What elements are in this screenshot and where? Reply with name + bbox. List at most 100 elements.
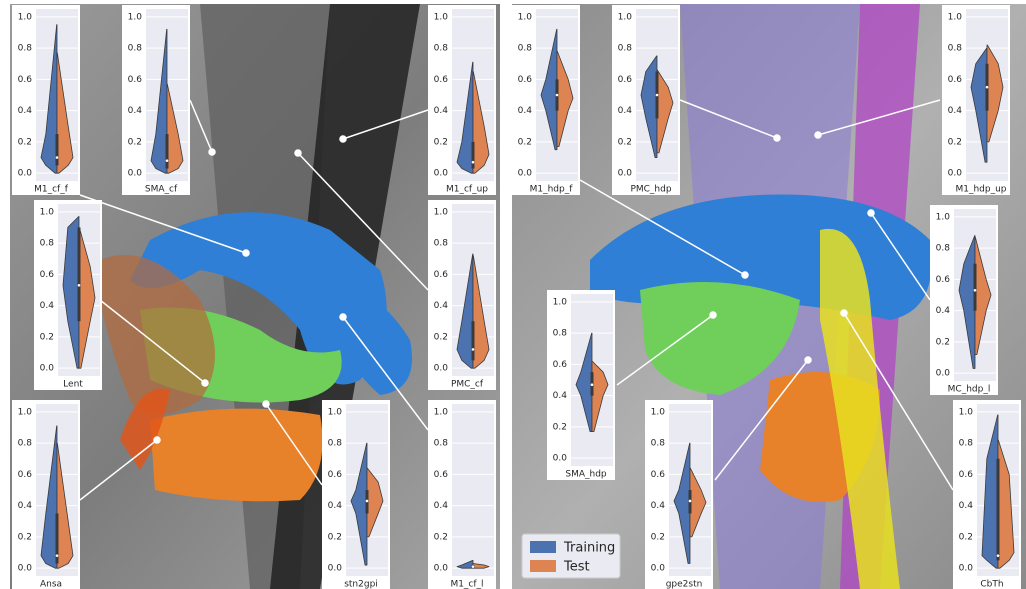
y-tick-label: 0.6: [618, 75, 633, 85]
y-tick-label: 0.2: [651, 532, 665, 542]
y-tick-label: 1.0: [434, 12, 449, 22]
y-tick-label: 0.0: [434, 364, 449, 374]
y-tick-label: 0.4: [936, 306, 951, 316]
y-tick-label: 1.0: [434, 207, 449, 217]
x-axis-label: CbTh: [980, 580, 1003, 589]
x-axis-label: SMA_hdp: [565, 470, 607, 480]
median-dot: [997, 554, 1000, 557]
y-tick-label: 0.2: [936, 337, 950, 347]
y-tick-label: 1.0: [651, 407, 666, 417]
y-tick-label: 0.6: [328, 470, 343, 480]
y-tick-label: 0.2: [553, 422, 567, 432]
plot-area: [452, 404, 494, 576]
y-tick-label: 0.4: [18, 106, 33, 116]
y-tick-label: 1.0: [328, 407, 343, 417]
y-tick-label: 0.8: [651, 439, 666, 449]
y-tick-label: 0.0: [328, 564, 343, 574]
median-dot: [591, 383, 594, 386]
y-tick-label: 0.0: [18, 564, 33, 574]
violin-inset: 0.00.20.40.60.81.0PMC_cf: [428, 200, 496, 390]
y-tick-label: 0.0: [18, 169, 33, 179]
y-tick-label: 0.2: [18, 532, 32, 542]
y-tick-label: 1.0: [518, 12, 533, 22]
y-tick-label: 1.0: [948, 12, 963, 22]
legend-swatch: [530, 541, 556, 553]
x-axis-label: M1_hdp_up: [955, 185, 1006, 195]
y-tick-label: 0.8: [40, 239, 55, 249]
y-tick-label: 0.4: [959, 501, 974, 511]
y-tick-label: 1.0: [18, 407, 33, 417]
y-tick-label: 0.2: [40, 332, 54, 342]
x-axis-label: M1_cf_up: [446, 185, 488, 195]
median-dot: [689, 500, 692, 503]
y-tick-label: 0.6: [651, 470, 666, 480]
y-tick-label: 1.0: [40, 207, 55, 217]
y-tick-label: 0.6: [18, 470, 33, 480]
y-tick-label: 0.2: [434, 332, 448, 342]
legend-label: Test: [563, 560, 590, 575]
y-tick-label: 0.0: [959, 564, 974, 574]
x-axis-label: SMA_cf: [145, 185, 178, 195]
y-tick-label: 0.8: [553, 329, 568, 339]
y-tick-label: 0.6: [518, 75, 533, 85]
y-tick-label: 1.0: [959, 407, 974, 417]
y-tick-label: 0.0: [128, 169, 143, 179]
y-tick-label: 0.2: [618, 137, 632, 147]
violin-inset: 0.00.20.40.60.81.0MC_hdp_l: [930, 205, 998, 395]
y-tick-label: 1.0: [936, 212, 951, 222]
y-tick-label: 0.8: [434, 439, 449, 449]
y-tick-label: 0.6: [128, 75, 143, 85]
violin-inset: 0.00.20.40.60.81.0SMA_cf: [122, 5, 190, 195]
y-tick-label: 0.0: [553, 454, 568, 464]
y-tick-label: 0.4: [434, 106, 449, 116]
y-tick-label: 0.8: [18, 439, 33, 449]
x-axis-label: PMC_hdp: [630, 185, 671, 195]
median-dot: [56, 156, 59, 159]
x-axis-label: M1_cf_l: [450, 580, 483, 589]
y-tick-label: 1.0: [618, 12, 633, 22]
y-tick-label: 0.8: [18, 44, 33, 54]
median-dot: [166, 159, 169, 162]
y-tick-label: 0.6: [40, 270, 55, 280]
y-tick-label: 0.2: [128, 137, 142, 147]
y-tick-label: 0.2: [434, 137, 448, 147]
y-tick-label: 0.4: [651, 501, 666, 511]
x-axis-label: Lent: [63, 380, 83, 390]
y-tick-label: 0.2: [434, 532, 448, 542]
violin-inset: 0.00.20.40.60.81.0M1_hdp_f: [512, 5, 580, 195]
y-tick-label: 0.0: [434, 564, 449, 574]
median-dot: [56, 554, 59, 557]
y-tick-label: 0.6: [434, 75, 449, 85]
y-tick-label: 0.8: [948, 44, 963, 54]
violin-inset: 0.00.20.40.60.81.0M1_hdp_up: [942, 5, 1010, 195]
y-tick-label: 1.0: [18, 12, 33, 22]
median-dot: [974, 289, 977, 292]
y-tick-label: 0.8: [328, 439, 343, 449]
y-tick-label: 0.2: [328, 532, 342, 542]
y-tick-label: 0.6: [434, 470, 449, 480]
y-tick-label: 1.0: [553, 297, 568, 307]
violin-inset: 0.0 0.2 0.4 0.6 0.8 1.0 Lent: [34, 200, 102, 390]
y-tick-label: 1.0: [128, 12, 143, 22]
y-tick-label: 0.0: [936, 369, 951, 379]
violin-inset: 0.00.20.40.60.81.0CbTh: [953, 400, 1021, 589]
median-dot: [472, 565, 475, 568]
y-tick-label: 0.0: [948, 169, 963, 179]
y-tick-label: 0.8: [518, 44, 533, 54]
y-tick-label: 0.4: [434, 501, 449, 511]
median-dot: [472, 348, 475, 351]
y-tick-label: 0.8: [434, 44, 449, 54]
y-tick-label: 0.4: [40, 301, 55, 311]
violin-inset: 0.00.20.40.60.81.0M1_cf_l: [428, 400, 496, 589]
y-tick-label: 0.0: [40, 364, 55, 374]
x-axis-label: gpe2stn: [666, 580, 703, 589]
y-tick-label: 0.4: [434, 301, 449, 311]
y-tick-label: 0.8: [128, 44, 143, 54]
median-dot: [986, 86, 989, 89]
y-tick-label: 0.4: [553, 391, 568, 401]
x-axis-label: MC_hdp_l: [948, 385, 991, 395]
median-dot: [366, 500, 369, 503]
x-axis-label: PMC_cf: [451, 380, 484, 390]
